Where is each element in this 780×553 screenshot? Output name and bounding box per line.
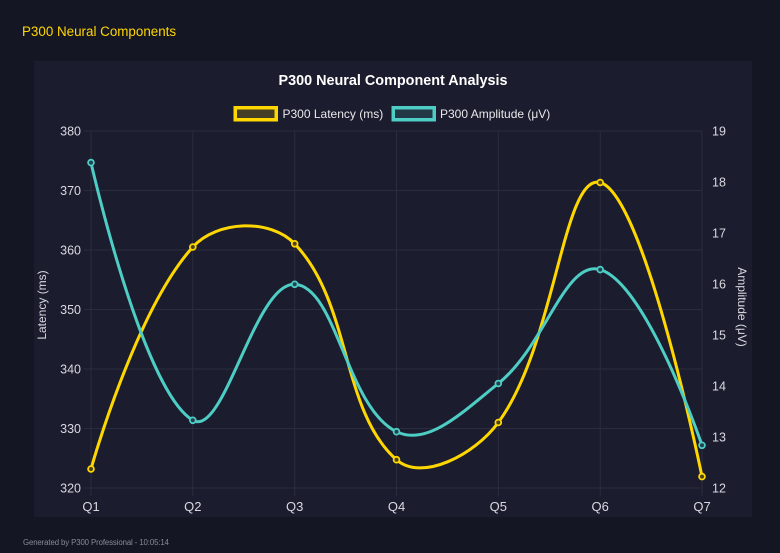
svg-text:13: 13 xyxy=(712,431,726,445)
svg-text:16: 16 xyxy=(712,277,726,291)
svg-text:12: 12 xyxy=(712,482,726,496)
svg-text:15: 15 xyxy=(712,328,726,342)
svg-text:P300 Amplitude (μV): P300 Amplitude (μV) xyxy=(440,107,550,121)
svg-text:17: 17 xyxy=(712,226,726,240)
svg-text:19: 19 xyxy=(712,124,726,138)
svg-text:Q2: Q2 xyxy=(184,499,201,514)
svg-text:P300 Neural Component Analysis: P300 Neural Component Analysis xyxy=(279,73,508,89)
svg-text:350: 350 xyxy=(60,303,81,317)
svg-text:Q3: Q3 xyxy=(286,499,303,514)
svg-text:P300 Latency (ms): P300 Latency (ms) xyxy=(283,107,384,121)
svg-text:Q4: Q4 xyxy=(388,499,405,514)
svg-text:330: 330 xyxy=(60,422,81,436)
svg-text:380: 380 xyxy=(60,125,81,139)
svg-text:Q5: Q5 xyxy=(490,499,507,514)
svg-text:340: 340 xyxy=(60,363,81,377)
svg-text:Latency (ms): Latency (ms) xyxy=(35,270,49,339)
svg-text:14: 14 xyxy=(712,380,726,394)
svg-text:Q7: Q7 xyxy=(693,499,710,514)
svg-text:18: 18 xyxy=(712,175,726,189)
svg-text:Amplitude (μV): Amplitude (μV) xyxy=(735,267,749,347)
svg-text:Q6: Q6 xyxy=(592,499,609,514)
svg-text:360: 360 xyxy=(60,244,81,258)
svg-text:Q1: Q1 xyxy=(82,499,99,514)
svg-text:320: 320 xyxy=(60,482,81,496)
svg-text:370: 370 xyxy=(60,184,81,198)
